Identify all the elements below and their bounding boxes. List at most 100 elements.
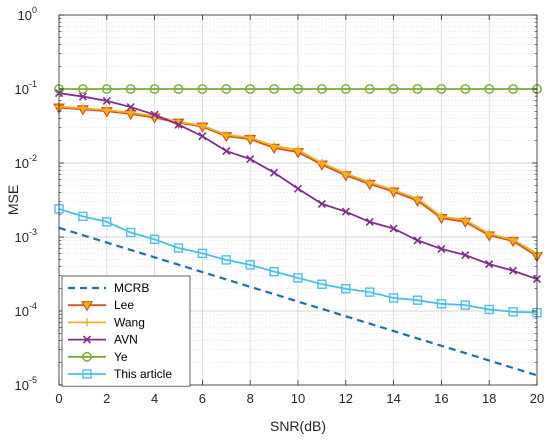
data-point-avn (102, 96, 111, 105)
x-tick-label: 14 (386, 391, 400, 406)
data-point-avn (413, 236, 422, 245)
y-tick-exponent: -4 (29, 301, 37, 311)
data-point-this-article (317, 279, 327, 289)
data-point-ye (78, 84, 88, 94)
data-point-avn (317, 199, 326, 208)
data-point-wang (485, 229, 494, 238)
y-tick-exponent: -5 (29, 375, 37, 385)
data-point-avn (461, 250, 470, 260)
x-tick-label: 20 (530, 391, 544, 406)
y-tick-label: 10-4 (15, 301, 37, 319)
data-point-this-article (125, 227, 136, 238)
data-point-ye (197, 84, 208, 94)
data-point-avn (293, 184, 303, 193)
x-tick-labels: 0 2 4 6 8 10 12 14 16 18 20 (55, 391, 544, 406)
data-point-this-article (173, 243, 184, 253)
legend-marker-avn (82, 335, 92, 344)
legend-marker-wang (83, 318, 91, 327)
data-point-this-article (221, 255, 232, 265)
x-tick-label: 12 (339, 391, 353, 406)
data-point-ye (460, 84, 471, 94)
data-point-this-article (365, 287, 375, 297)
data-point-this-article (460, 300, 470, 310)
x-tick-label: 18 (482, 391, 496, 406)
data-point-this-article (508, 307, 518, 317)
y-tick-label: 100 (18, 5, 37, 23)
data-point-avn (198, 132, 207, 141)
y-tick-exponent: 0 (32, 5, 37, 15)
data-point-wang (126, 108, 135, 117)
data-point-this-article (484, 304, 494, 315)
data-point-ye (149, 84, 160, 94)
data-point-wang (294, 145, 302, 154)
y-tick-exponent: -3 (29, 227, 37, 237)
data-point-avn (150, 110, 159, 119)
data-point-ye (221, 84, 232, 94)
data-point-wang (102, 106, 111, 115)
data-point-ye (173, 84, 184, 94)
data-point-avn (437, 244, 446, 253)
data-point-wang (509, 235, 518, 244)
data-point-this-article (149, 234, 160, 245)
legend-box (61, 275, 191, 387)
data-point-avn (222, 146, 231, 156)
y-tick-base: 10 (15, 230, 29, 245)
data-point-ye (340, 84, 351, 94)
legend-label-lee: Lee (114, 298, 134, 312)
legend: MCRB Lee Wang AVN Ye This article (61, 275, 191, 387)
data-point-wang (365, 178, 374, 187)
legend-marker-this-article (82, 369, 92, 379)
x-tick-label: 2 (103, 391, 110, 406)
data-point-wang (413, 194, 422, 203)
x-tick-label: 6 (199, 391, 206, 406)
legend-label-ye: Ye (114, 350, 128, 364)
data-point-ye (316, 84, 327, 94)
x-tick-label: 4 (151, 391, 158, 406)
data-point-this-article (245, 260, 255, 270)
data-point-avn (126, 102, 135, 112)
x-tick-label: 8 (247, 391, 254, 406)
y-tick-base: 10 (15, 304, 29, 319)
data-point-ye (364, 84, 375, 94)
legend-label-wang: Wang (114, 315, 145, 329)
x-tick-label: 16 (434, 391, 448, 406)
grid (59, 15, 537, 385)
data-point-wang (78, 104, 87, 113)
data-point-ye (245, 84, 256, 94)
data-point-wang (341, 169, 350, 178)
data-point-ye (101, 84, 112, 94)
x-tick-label: 10 (291, 391, 305, 406)
data-point-avn (174, 120, 183, 129)
series-this-article (54, 204, 542, 318)
data-point-this-article (197, 248, 208, 259)
data-point-this-article (293, 273, 303, 283)
legend-label-mcrb: MCRB (114, 281, 149, 295)
data-point-this-article (388, 293, 399, 303)
series-layer (52, 84, 544, 377)
data-point-wang (461, 215, 470, 224)
data-point-ye (293, 84, 303, 94)
data-point-avn (389, 224, 398, 233)
y-tick-label: 10-3 (15, 227, 37, 245)
y-tick-exponent: -1 (29, 79, 37, 89)
data-point-avn (341, 207, 350, 216)
data-point-wang (437, 212, 446, 221)
axis-ticks (58, 14, 538, 386)
series-line-this-article (58, 208, 538, 314)
data-point-ye (412, 84, 423, 94)
y-tick-base: 10 (15, 82, 29, 97)
data-point-ye (269, 84, 279, 94)
y-tick-base: 10 (18, 8, 32, 23)
x-tick-label: 0 (55, 391, 62, 406)
data-point-wang (222, 130, 231, 139)
y-tick-label: 10-2 (15, 153, 37, 171)
y-tick-label: 10-5 (15, 375, 37, 393)
y-tick-exponent: -2 (29, 153, 37, 163)
data-point-avn (270, 168, 279, 177)
data-point-this-article (436, 299, 447, 309)
data-point-avn (78, 92, 87, 101)
data-point-avn (365, 217, 374, 226)
data-point-this-article (341, 284, 351, 294)
